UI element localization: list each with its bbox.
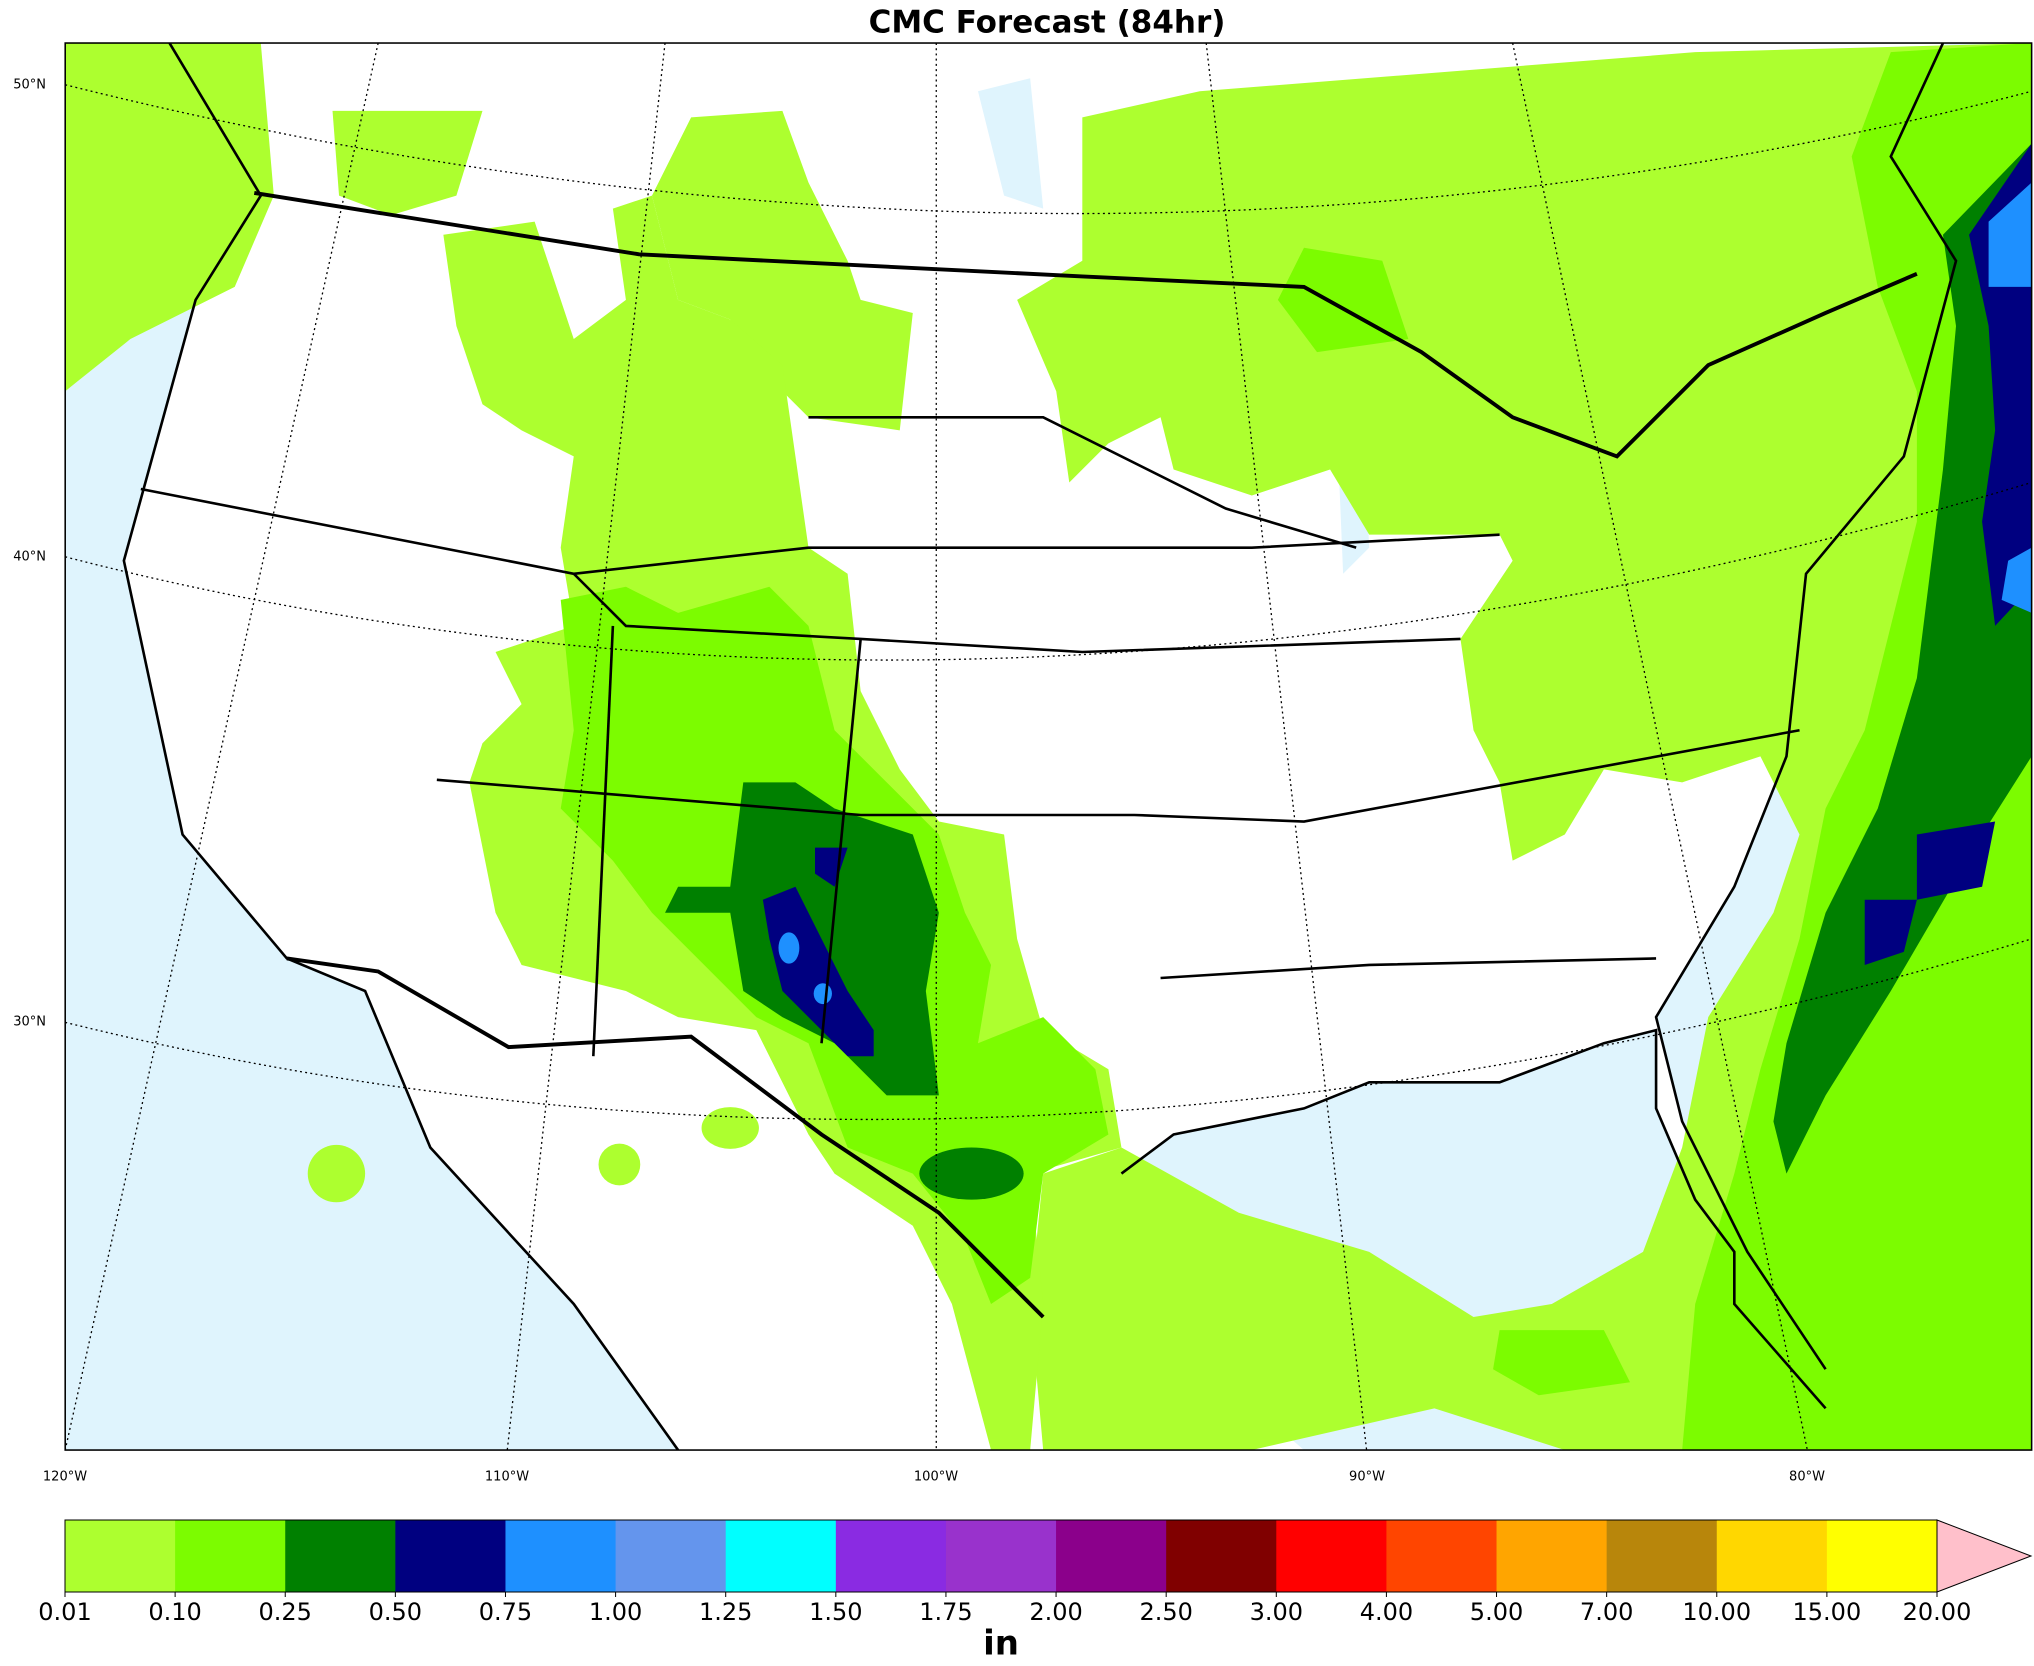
precip-area: [1864, 899, 1917, 965]
longitude-label: 110°W: [485, 1470, 529, 1485]
colorbar-tick-label: 0.10: [148, 1598, 201, 1626]
colorbar-bin: [395, 1520, 506, 1592]
precip-area: [652, 110, 913, 431]
latitude-label: 50°N: [13, 78, 46, 93]
colorbar-tick-label: 0.25: [259, 1598, 312, 1626]
colorbar-bin: [285, 1520, 396, 1592]
colorbar-tick-label: 5.00: [1470, 1598, 1523, 1626]
colorbar-tick-label: 1.00: [589, 1598, 642, 1626]
colorbar-tick-label: 15.00: [1793, 1598, 1862, 1626]
colorbar-tick-label: 3.00: [1250, 1598, 1303, 1626]
labels: 50°N 40°N 30°N 120°W 110°W 100°W 90°W 80°W: [13, 78, 1825, 1485]
longitude-label: 90°W: [1349, 1470, 1385, 1485]
colorbar-bin: [835, 1520, 947, 1592]
colorbar-tick-label: 0.50: [369, 1598, 422, 1626]
precip-areas: [65, 43, 2032, 1451]
precip-area: [598, 1143, 641, 1186]
colorbar-bin: [1386, 1520, 1498, 1592]
precip-area: [1682, 43, 2032, 1451]
precip-area: [1916, 821, 1996, 900]
precip-area: [778, 932, 800, 964]
colorbar-tick-label: 2.50: [1139, 1598, 1192, 1626]
longitude-label: 120°W: [43, 1470, 87, 1485]
colorbar-tick-label: 1.50: [809, 1598, 862, 1626]
precip-area: [307, 1144, 366, 1203]
longitude-label: 100°W: [914, 1470, 958, 1485]
colorbar-tick-label: 1.75: [919, 1598, 972, 1626]
colorbar-unit: in: [983, 1624, 1019, 1664]
colorbar-bin: [1276, 1520, 1387, 1592]
colorbar-bin: [1716, 1520, 1828, 1592]
colorbar: 0.01 0.10 0.25 0.50 0.75 1.00 1.25 1.50 1.75 2.00…: [38, 1519, 2033, 1664]
colorbar-bin: [65, 1520, 176, 1592]
map-frame: [64, 42, 2033, 1451]
map: [64, 42, 2033, 1451]
latitude-label: 30°N: [13, 1015, 46, 1030]
map-title: CMC Forecast (84hr): [869, 5, 1226, 41]
precip-area: [1773, 143, 2032, 1174]
precip-area: [919, 1147, 1024, 1200]
precip-area: [762, 886, 874, 1057]
colorbar-bin: [1826, 1520, 1938, 1592]
precip-area: [332, 110, 483, 216]
colorbar-bin: [1056, 1520, 1167, 1592]
precip-area: [2001, 547, 2032, 613]
colorbar-bin: [175, 1520, 286, 1592]
precip-area: [1493, 1330, 1630, 1396]
colorbar-bin: [945, 1520, 1057, 1592]
colorbar-bin: [725, 1520, 837, 1592]
colorbar-bin: [615, 1520, 727, 1592]
precip-area: [701, 1107, 759, 1149]
colorbar-frame: [64, 1519, 1938, 1593]
graticule: [65, 43, 2032, 1451]
colorbar-tick-label: 1.25: [699, 1598, 752, 1626]
colorbar-tick-label: 7.00: [1580, 1598, 1633, 1626]
precip-area: [813, 983, 832, 1005]
colorbar-bin: [505, 1520, 617, 1592]
precip-area: [1988, 182, 2032, 287]
longitude-label: 80°W: [1789, 1470, 1825, 1485]
colorbar-bin: [1496, 1520, 1608, 1592]
coastlines-and-borders: [122, 43, 1958, 1451]
colorbar-tick-label: 20.00: [1903, 1598, 1972, 1626]
latitude-label: 40°N: [13, 550, 46, 565]
colorbar-tick-label: 0.01: [38, 1598, 91, 1626]
colorbar-bin: [1166, 1520, 1277, 1592]
colorbar-tick-label: 10.00: [1682, 1598, 1751, 1626]
colorbar-tick-label: 0.75: [479, 1598, 532, 1626]
colorbar-tick-label: 4.00: [1360, 1598, 1413, 1626]
colorbar-bin: [1606, 1520, 1718, 1592]
colorbar-tick-label: 2.00: [1029, 1598, 1082, 1626]
colorbar-extend: [1936, 1519, 2033, 1593]
